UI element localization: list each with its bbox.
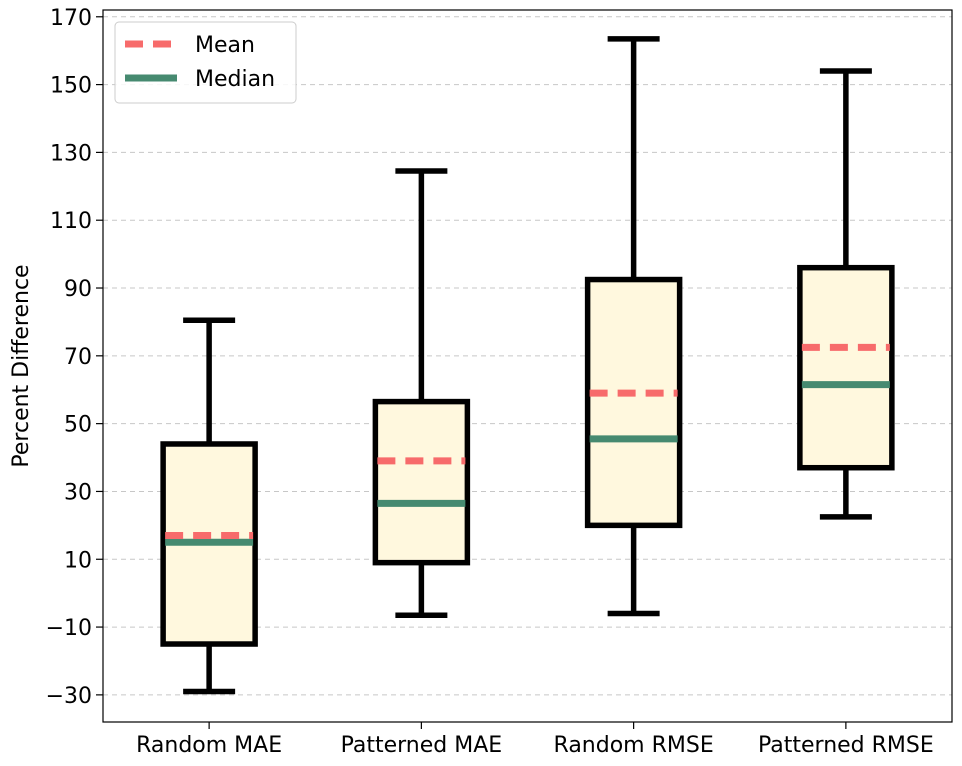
x-tick-label: Patterned MAE: [341, 733, 503, 758]
y-tick-label: −10: [46, 616, 92, 641]
x-tick-label: Patterned RMSE: [758, 733, 934, 758]
x-axis-ticks: Random MAE Patterned MAE Random RMSE Patter…: [136, 722, 934, 758]
y-tick-label: 130: [50, 141, 92, 166]
y-axis-title: Percent Difference: [9, 264, 34, 467]
box-body: [584, 276, 683, 529]
box-body: [797, 264, 895, 471]
box-group: [797, 68, 895, 520]
y-tick-label: 70: [64, 345, 92, 370]
y-axis-ticks: −30 −10 10 30 50 70 90 110 130 150 170: [46, 6, 103, 709]
legend-median-label: Median: [195, 67, 275, 92]
box-body: [372, 398, 471, 566]
x-tick-label: Random MAE: [136, 733, 282, 758]
box-group: [160, 317, 258, 695]
y-tick-label: 50: [64, 413, 92, 438]
y-tick-label: 10: [64, 548, 92, 573]
box-plot-series: [160, 36, 895, 695]
y-tick-label: 110: [50, 209, 92, 234]
axes: [102, 9, 953, 723]
box-group: [584, 36, 683, 617]
legend: Mean Median: [114, 21, 297, 104]
grid-lines: [103, 16, 952, 696]
y-tick-label: −30: [46, 684, 92, 709]
legend-mean-label: Mean: [195, 33, 255, 58]
y-tick-label: 30: [64, 480, 92, 505]
plot-frame: [102, 9, 953, 723]
y-tick-label: 90: [64, 277, 92, 302]
box-group: [372, 168, 471, 618]
x-tick-label: Random RMSE: [554, 733, 714, 758]
y-tick-label: 150: [50, 74, 92, 99]
y-tick-label: 170: [50, 6, 92, 31]
